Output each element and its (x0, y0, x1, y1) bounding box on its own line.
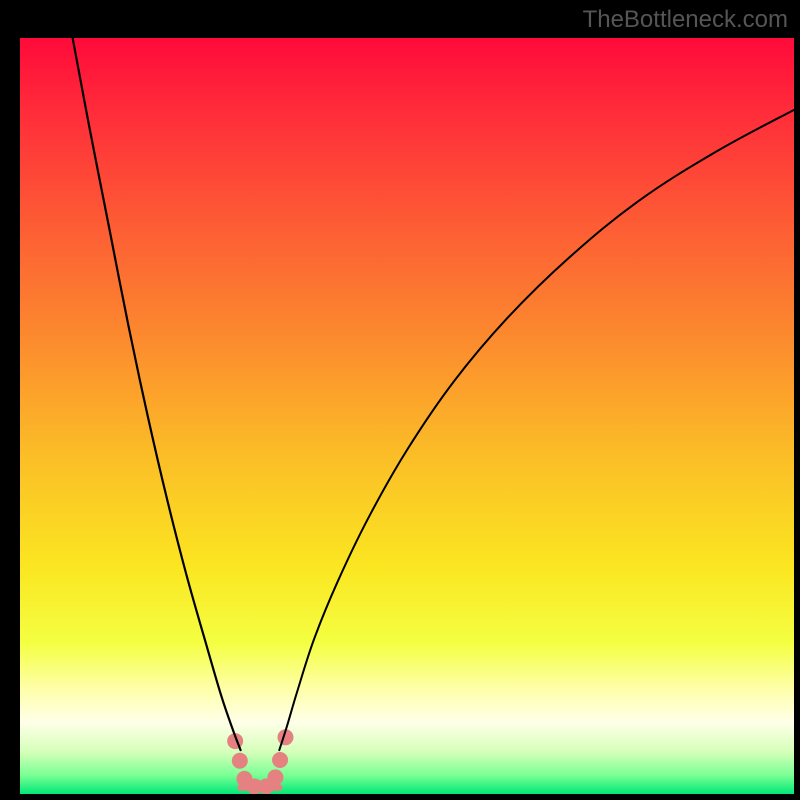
chart-plot-area (20, 38, 794, 794)
valley-marker (267, 769, 283, 785)
curve-left (73, 38, 241, 750)
valley-marker (232, 753, 248, 769)
watermark-text: TheBottleneck.com (583, 6, 788, 34)
curve-svg (20, 38, 794, 794)
valley-marker (272, 752, 288, 768)
curve-right (279, 110, 794, 750)
